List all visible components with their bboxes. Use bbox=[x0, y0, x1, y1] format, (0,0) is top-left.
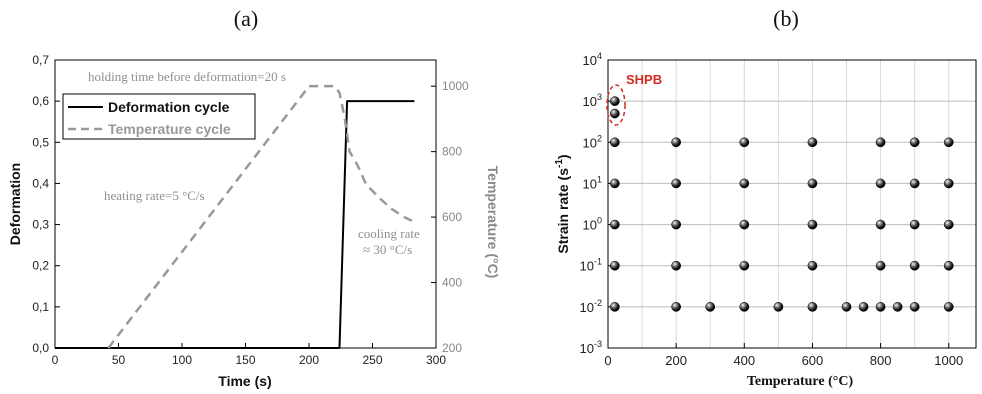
chart-a-y-axis-title: Deformation bbox=[7, 163, 23, 245]
y2-tick-label: 1000 bbox=[442, 79, 469, 93]
y-tick-label: 104 bbox=[583, 51, 602, 68]
y-tick-label: 10-1 bbox=[580, 257, 602, 274]
x-tick-label: 100 bbox=[172, 353, 192, 367]
x-tick-label: 600 bbox=[802, 353, 824, 368]
data-point bbox=[892, 302, 903, 312]
data-point bbox=[609, 108, 620, 119]
data-point bbox=[739, 219, 750, 230]
x-tick-label: 50 bbox=[112, 353, 126, 367]
chart-a-x-axis-title: Time (s) bbox=[218, 373, 271, 389]
x-tick-label: 0 bbox=[604, 353, 611, 368]
x-tick-label: 200 bbox=[299, 353, 319, 367]
chart-a: 0 50 100 150 200 250 300 0,0 0,1 0,2 0,3 0,4 0,5 0,6 0… bbox=[7, 53, 501, 389]
data-point bbox=[841, 302, 852, 312]
shpb-highlight-ellipse bbox=[606, 84, 626, 126]
y-tick-label: 0,6 bbox=[32, 94, 49, 108]
y-tick-label: 10-3 bbox=[580, 339, 602, 356]
data-point bbox=[909, 260, 920, 271]
y-tick-label: 100 bbox=[583, 216, 602, 233]
y2-tick-label: 400 bbox=[442, 276, 462, 290]
data-point bbox=[858, 302, 869, 312]
data-point bbox=[875, 137, 886, 148]
chart-a-y2-axis-title: Temperature (°C) bbox=[485, 166, 501, 279]
data-point bbox=[705, 302, 716, 312]
data-point bbox=[875, 178, 886, 189]
deformation-cycle-line bbox=[55, 100, 415, 349]
x-tick-label: 150 bbox=[235, 353, 255, 367]
data-point bbox=[807, 178, 818, 189]
x-tick-label: 0 bbox=[52, 353, 59, 367]
y2-tick-label: 600 bbox=[442, 210, 462, 224]
data-point bbox=[875, 260, 886, 271]
data-point bbox=[671, 302, 681, 312]
y-tick-label: 0,7 bbox=[32, 53, 49, 67]
temperature-cycle-line bbox=[107, 84, 415, 349]
y-tick-label: 101 bbox=[583, 174, 602, 191]
data-point bbox=[909, 302, 920, 312]
data-point bbox=[943, 260, 954, 271]
x-tick-label: 300 bbox=[426, 353, 446, 367]
x-tick-label: 250 bbox=[362, 353, 382, 367]
data-point bbox=[909, 178, 920, 189]
legend-label-temperature: Temperature cycle bbox=[108, 121, 231, 137]
y-tick-label: 0,2 bbox=[32, 259, 49, 273]
data-point bbox=[609, 137, 620, 148]
panel-a-label: (a) bbox=[234, 6, 258, 31]
data-point bbox=[739, 260, 750, 271]
chart-b: 0 200 400 600 800 1000 10-3 10-2 10-1 100 101 102 10… bbox=[554, 51, 977, 389]
legend-box bbox=[62, 93, 256, 140]
data-point bbox=[807, 302, 818, 312]
x-tick-label: 1000 bbox=[934, 353, 963, 368]
data-point bbox=[807, 137, 818, 148]
y-tick-label: 0,1 bbox=[32, 300, 49, 314]
y-tick-label: 102 bbox=[583, 133, 602, 150]
data-point bbox=[609, 260, 620, 271]
data-point bbox=[739, 137, 750, 148]
data-point bbox=[739, 302, 750, 312]
data-point bbox=[943, 137, 954, 148]
data-point bbox=[609, 178, 620, 189]
y-tick-label: 0,0 bbox=[32, 341, 49, 355]
legend-label-deformation: Deformation cycle bbox=[108, 99, 230, 115]
chart-b-y-axis-title: Strain rate (s-1) bbox=[554, 154, 571, 253]
data-point bbox=[609, 302, 620, 312]
data-point bbox=[875, 219, 886, 230]
data-point bbox=[609, 96, 620, 106]
annotation-cooling-rate-value: ≈ 30 °C/s bbox=[363, 242, 412, 257]
y-tick-label: 10-2 bbox=[580, 298, 602, 315]
data-point bbox=[909, 219, 920, 230]
annotation-holding-time: holding time before deformation=20 s bbox=[88, 69, 286, 84]
y2-tick-label: 200 bbox=[442, 341, 462, 355]
chart-a-legend: Deformation cycle Temperature cycle bbox=[62, 93, 256, 140]
chart-b-x-axis-title: Temperature (°C) bbox=[747, 374, 854, 389]
y-tick-label: 0,3 bbox=[32, 218, 49, 232]
data-point bbox=[609, 219, 620, 230]
data-point bbox=[943, 219, 954, 230]
data-point bbox=[909, 137, 920, 148]
y-tick-label: 0,4 bbox=[32, 176, 49, 190]
chart-b-plot-area bbox=[607, 59, 977, 349]
data-point bbox=[671, 178, 681, 189]
x-tick-label: 200 bbox=[665, 353, 687, 368]
x-tick-label: 800 bbox=[870, 353, 892, 368]
y-tick-label: 103 bbox=[583, 92, 602, 109]
annotation-cooling-rate: cooling rate bbox=[358, 226, 420, 241]
data-point bbox=[807, 260, 818, 271]
data-point bbox=[943, 178, 954, 189]
annotation-heating-rate: heating rate=5 °C/s bbox=[104, 188, 205, 203]
data-point bbox=[943, 302, 954, 312]
y-tick-label: 0,5 bbox=[32, 135, 49, 149]
y2-tick-label: 800 bbox=[442, 145, 462, 159]
data-point bbox=[773, 302, 784, 312]
data-point bbox=[671, 137, 681, 148]
data-point bbox=[671, 219, 681, 230]
data-point bbox=[739, 178, 750, 189]
data-point bbox=[875, 302, 886, 312]
x-tick-label: 400 bbox=[733, 353, 755, 368]
data-point bbox=[807, 219, 818, 230]
panel-b-label: (b) bbox=[773, 6, 799, 31]
shpb-annotation: SHPB bbox=[626, 72, 662, 87]
data-point bbox=[671, 260, 681, 271]
